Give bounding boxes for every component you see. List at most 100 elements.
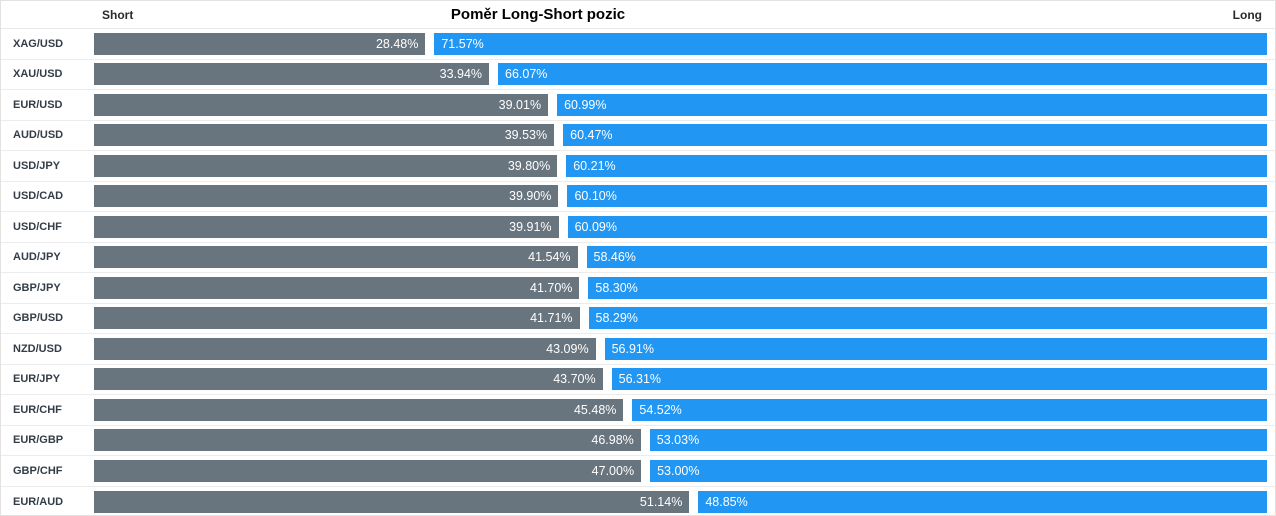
currency-pair-label: AUD/JPY [13, 251, 61, 264]
currency-pair-label: USD/CHF [13, 220, 62, 233]
bar-group: 39.80% 60.21% [94, 154, 1267, 177]
chart-row: USD/CAD 39.90% 60.10% [1, 181, 1275, 212]
long-bar: 66.07% [498, 63, 1267, 86]
short-bar: 39.80% [94, 154, 558, 177]
bar-group: 51.14% 48.85% [94, 490, 1267, 513]
short-value-label: 41.54% [528, 250, 571, 265]
short-value-label: 45.48% [573, 402, 617, 417]
chart-row: GBP/USD 41.71% 58.29% [1, 303, 1275, 334]
chart-row: GBP/JPY 41.70% 58.30% [1, 273, 1275, 304]
bar-group: 43.09% 56.91% [94, 337, 1267, 360]
chart-header: Short Poměr Long-Short pozic Long [1, 1, 1275, 29]
currency-pair-label: EUR/CHF [13, 403, 62, 416]
long-value-label: 54.52% [639, 402, 682, 417]
short-bar: 47.00% [94, 459, 642, 482]
long-value-label: 60.99% [564, 97, 607, 112]
short-value-label: 46.98% [591, 433, 634, 448]
short-bar: 43.09% [94, 337, 596, 360]
chart-row: XAG/USD 28.48% 71.57% [1, 29, 1275, 60]
currency-pair-label: GBP/JPY [13, 281, 61, 294]
currency-pair-label: EUR/USD [13, 98, 63, 111]
short-bar: 28.48% [94, 32, 426, 55]
chart-rows: XAG/USD 28.48% 71.57% XAU/USD 33.94% 66.… [1, 29, 1275, 515]
long-bar: 71.57% [434, 32, 1267, 55]
chart-row: XAU/USD 33.94% 66.07% [1, 59, 1275, 90]
long-bar: 58.29% [588, 307, 1267, 330]
currency-pair-label: EUR/GBP [13, 434, 64, 447]
long-bar: 48.85% [698, 490, 1267, 513]
chart-row: USD/JPY 39.80% 60.21% [1, 151, 1275, 182]
long-bar: 54.52% [632, 398, 1267, 421]
long-bar: 58.30% [588, 276, 1267, 299]
currency-pair-label: XAG/USD [13, 37, 64, 50]
currency-pair-label: USD/CAD [13, 190, 64, 203]
chart-row: GBP/CHF 47.00% 53.00% [1, 456, 1275, 487]
long-value-label: 58.30% [595, 280, 638, 295]
long-bar: 60.99% [557, 93, 1267, 116]
bar-group: 47.00% 53.00% [94, 459, 1267, 482]
short-value-label: 39.90% [509, 189, 552, 204]
short-bar: 43.70% [94, 368, 603, 391]
long-bar: 56.31% [611, 368, 1267, 391]
long-bar: 60.09% [567, 215, 1267, 238]
short-bar: 46.98% [94, 429, 641, 452]
long-bar: 58.46% [586, 246, 1267, 269]
short-value-label: 41.71% [530, 311, 573, 326]
long-value-label: 53.00% [657, 463, 700, 478]
short-bar: 39.90% [94, 185, 559, 208]
short-value-label: 43.70% [553, 372, 596, 387]
long-value-label: 58.29% [595, 311, 638, 326]
chart-row: AUD/JPY 41.54% 58.46% [1, 242, 1275, 273]
bar-group: 41.54% 58.46% [94, 246, 1267, 269]
chart-row: EUR/USD 39.01% 60.99% [1, 90, 1275, 121]
long-value-label: 60.47% [570, 128, 613, 143]
short-bar: 39.91% [94, 215, 559, 238]
long-bar: 60.10% [567, 185, 1267, 208]
short-bar: 51.14% [94, 490, 690, 513]
short-value-label: 39.91% [509, 219, 552, 234]
currency-pair-label: USD/JPY [13, 159, 61, 172]
currency-pair-label: XAU/USD [13, 68, 63, 81]
short-value-label: 43.09% [546, 341, 589, 356]
currency-pair-label: AUD/USD [13, 129, 64, 142]
long-value-label: 60.09% [574, 219, 617, 234]
long-value-label: 60.21% [573, 158, 616, 173]
currency-pair-label: NZD/USD [13, 342, 62, 355]
short-bar: 45.48% [94, 398, 624, 421]
bar-group: 46.98% 53.03% [94, 429, 1267, 452]
long-bar: 56.91% [604, 337, 1267, 360]
long-value-label: 60.10% [574, 189, 617, 204]
chart-row: AUD/USD 39.53% 60.47% [1, 120, 1275, 151]
long-value-label: 66.07% [505, 67, 548, 82]
short-value-label: 39.53% [504, 128, 548, 143]
long-value-label: 56.91% [611, 341, 654, 356]
chart-row: USD/CHF 39.91% 60.09% [1, 212, 1275, 243]
short-bar: 41.54% [94, 246, 578, 269]
short-bar: 33.94% [94, 63, 490, 86]
long-value-label: 56.31% [618, 372, 662, 387]
currency-pair-label: GBP/CHF [13, 464, 63, 477]
short-value-label: 39.01% [498, 97, 542, 112]
long-axis-label: Long [1232, 8, 1262, 22]
bar-group: 33.94% 66.07% [94, 63, 1267, 86]
short-bar: 41.71% [94, 307, 580, 330]
short-value-label: 41.70% [530, 280, 573, 295]
short-axis-label: Short [102, 8, 134, 22]
short-bar: 39.01% [94, 93, 549, 116]
bar-group: 39.91% 60.09% [94, 215, 1267, 238]
long-value-label: 58.46% [593, 250, 636, 265]
long-value-label: 53.03% [656, 433, 700, 448]
chart-row: EUR/AUD 51.14% 48.85% [1, 486, 1275, 515]
bar-group: 43.70% 56.31% [94, 368, 1267, 391]
currency-pair-label: EUR/JPY [13, 373, 61, 386]
long-bar: 60.47% [563, 124, 1267, 147]
long-bar: 53.03% [649, 429, 1267, 452]
chart-row: EUR/JPY 43.70% 56.31% [1, 364, 1275, 395]
bar-group: 41.71% 58.29% [94, 307, 1267, 330]
bar-group: 41.70% 58.30% [94, 276, 1267, 299]
chart-row: EUR/CHF 45.48% 54.52% [1, 395, 1275, 426]
chart-row: NZD/USD 43.09% 56.91% [1, 334, 1275, 365]
bar-group: 39.01% 60.99% [94, 93, 1267, 116]
short-value-label: 51.14% [639, 494, 683, 509]
